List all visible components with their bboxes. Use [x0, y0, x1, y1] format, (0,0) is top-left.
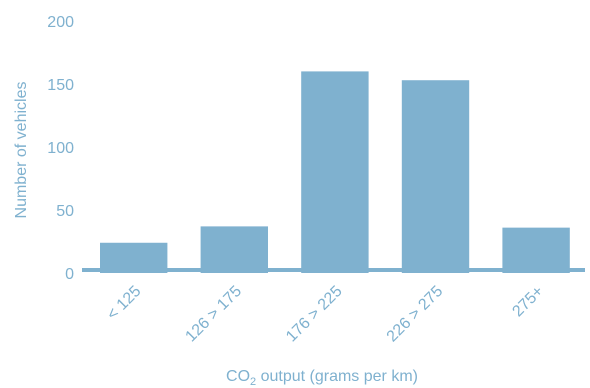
y-axis-ticks: 0 50 100 150 200 [47, 14, 74, 283]
y-tick-label: 200 [47, 14, 74, 31]
x-axis-ticks: < 125 126 > 175 176 > 225 226 > 275 275+ [104, 283, 547, 346]
y-tick-label: 0 [65, 266, 74, 283]
x-tick-label: < 125 [104, 283, 145, 324]
bar [401, 80, 470, 273]
y-axis-title: Number of vehicles [13, 82, 30, 219]
bar [200, 226, 269, 273]
bars [100, 71, 570, 274]
x-axis-title-prefix: CO [226, 368, 250, 385]
bar [100, 242, 168, 273]
x-tick-label: 176 > 225 [283, 283, 346, 346]
x-tick-label: 126 > 175 [182, 283, 245, 346]
x-axis-title: CO2 output (grams per km) [226, 368, 418, 388]
x-axis-title-subscript: 2 [250, 376, 256, 388]
x-tick-label: 275+ [509, 283, 547, 321]
x-tick-label: 226 > 275 [384, 283, 447, 346]
y-tick-label: 50 [56, 203, 74, 220]
y-tick-label: 150 [47, 77, 74, 94]
y-tick-label: 100 [47, 140, 74, 157]
bar [502, 227, 570, 273]
x-axis-title-suffix: output (grams per km) [256, 368, 418, 385]
bar [301, 71, 369, 274]
